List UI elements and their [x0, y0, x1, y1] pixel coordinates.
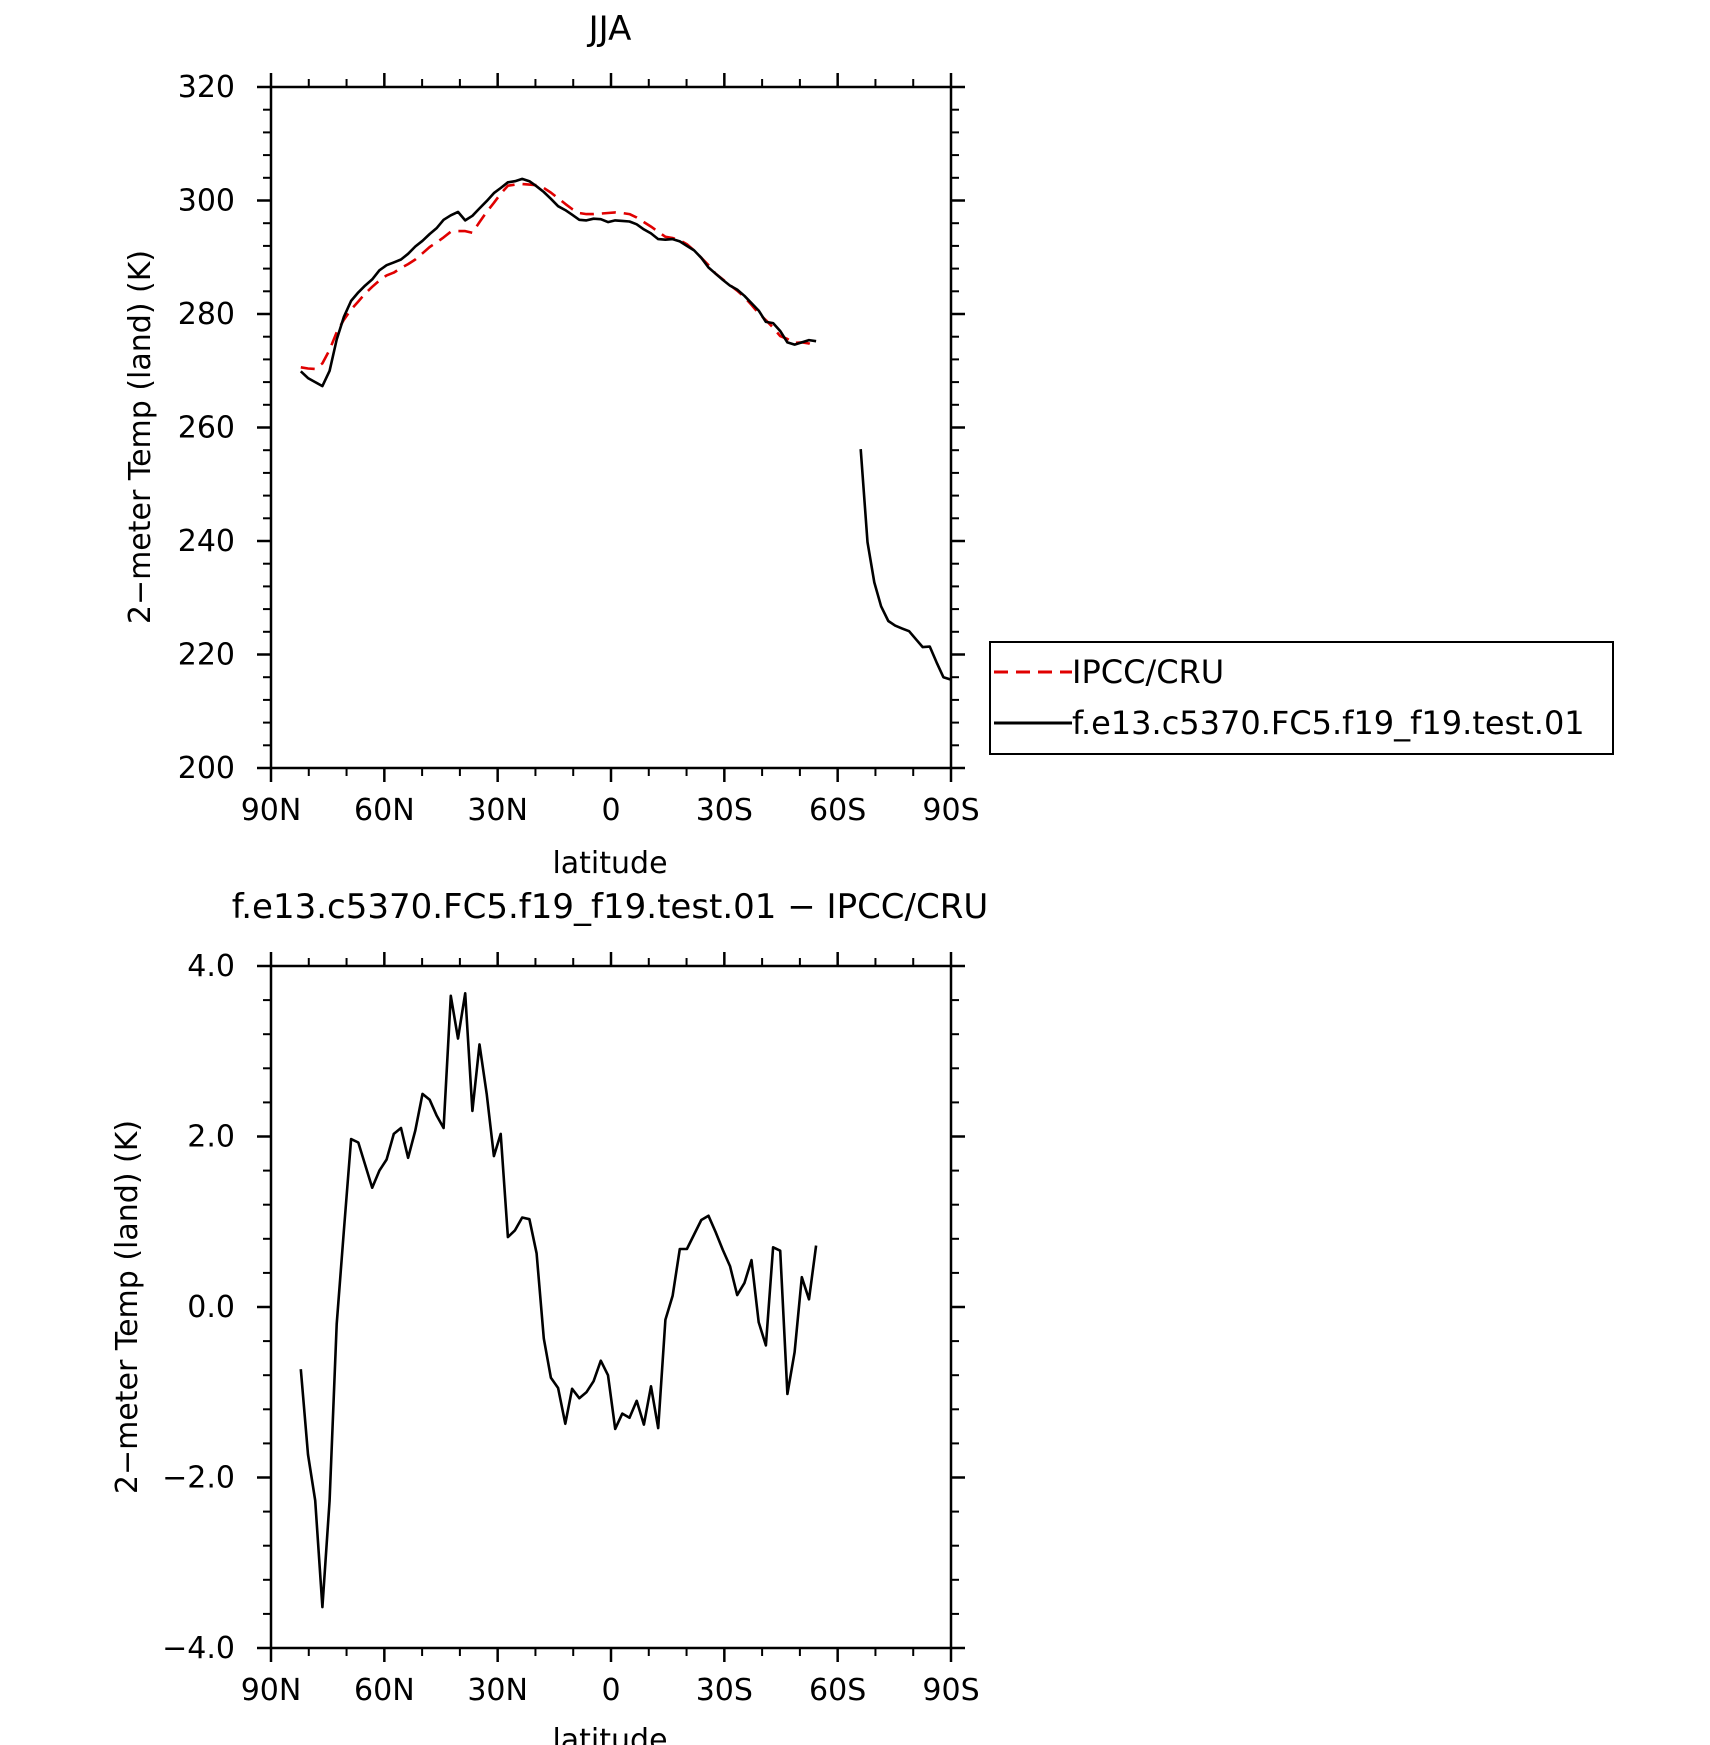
series-line-1-segment-1	[859, 449, 951, 681]
x-tick-label: 30N	[467, 1673, 528, 1708]
x-tick-label: 60S	[809, 1673, 866, 1708]
x-tick-label: 0	[601, 793, 620, 828]
x-tick-label: 90N	[241, 793, 302, 828]
y-tick-label: 4.0	[187, 949, 235, 984]
y-tick-label: 200	[178, 751, 235, 786]
chart-title: JJA	[587, 9, 632, 49]
legend-label-ipcc-cru: IPCC/CRU	[1072, 653, 1224, 691]
y-axis-label: 2−meter Temp (land) (K)	[110, 1120, 145, 1494]
series-layer	[299, 991, 818, 1609]
series-layer	[299, 177, 951, 681]
y-tick-label: −4.0	[162, 1631, 235, 1666]
x-tick-label: 0	[601, 1673, 620, 1708]
y-tick-label: 300	[178, 184, 235, 219]
x-tick-label: 60N	[354, 1673, 415, 1708]
axes-layer: 90N 60N 30N 0 30S 60S 90S −4.0 −2.0 0.0 2.0 4.0	[162, 949, 979, 1708]
series-line-1-segment-0	[299, 177, 817, 388]
legend: IPCC/CRU f.e13.c5370.FC5.f19_f19.test.01	[989, 641, 1614, 755]
y-tick-label: 0.0	[187, 1290, 235, 1325]
series-line-0-segment-0	[300, 182, 817, 371]
x-tick-label: 60N	[354, 793, 415, 828]
x-tick-label: 30S	[696, 1673, 753, 1708]
x-tick-label: 90S	[922, 793, 979, 828]
legend-box	[989, 641, 1614, 755]
plot-frame	[269, 85, 953, 770]
legend-label-model-run: f.e13.c5370.FC5.f19_f19.test.01	[1072, 704, 1585, 742]
x-tick-label: 90N	[241, 1673, 302, 1708]
y-tick-label: 260	[178, 411, 235, 446]
x-tick-label: 90S	[922, 1673, 979, 1708]
y-tick-label: 240	[178, 524, 235, 559]
x-tick-label: 30N	[467, 793, 528, 828]
y-tick-label: 320	[178, 70, 235, 105]
y-tick-label: 280	[178, 297, 235, 332]
x-axis-label: latitude	[552, 1723, 667, 1745]
x-tick-label: 60S	[809, 793, 866, 828]
x-tick-label: 30S	[696, 793, 753, 828]
lower-panel: f.e13.c5370.FC5.f19_f19.test.01 − IPCC/C…	[110, 887, 988, 1745]
x-axis-label: latitude	[552, 846, 667, 881]
upper-panel: JJA latitude 2−meter Temp (land) (K) 90N…	[123, 9, 1614, 881]
y-tick-label: 220	[178, 638, 235, 673]
axes-layer: 90N 60N 30N 0 30S 60S 90S 200 220 240 260 280 300 320	[178, 70, 980, 828]
y-axis-label: 2−meter Temp (land) (K)	[123, 250, 158, 624]
series-line-0-segment-0	[299, 991, 818, 1609]
plot-frame	[269, 964, 953, 1650]
chart-title: f.e13.c5370.FC5.f19_f19.test.01 − IPCC/C…	[232, 887, 989, 927]
y-tick-label: −2.0	[162, 1461, 235, 1496]
y-tick-label: 2.0	[187, 1120, 235, 1155]
